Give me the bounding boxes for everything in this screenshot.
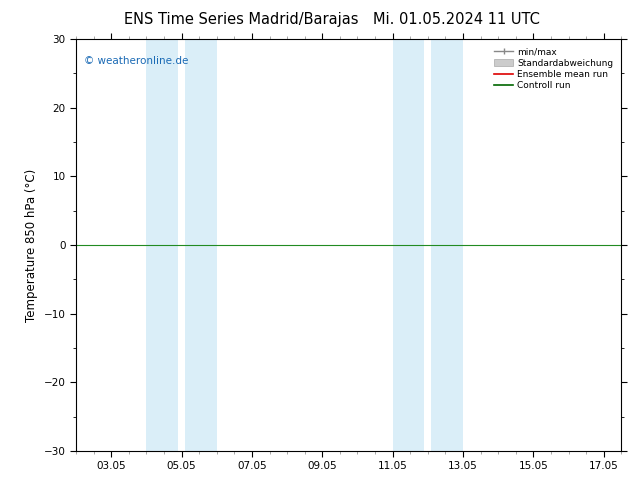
Text: Mi. 01.05.2024 11 UTC: Mi. 01.05.2024 11 UTC: [373, 12, 540, 27]
Legend: min/max, Standardabweichung, Ensemble mean run, Controll run: min/max, Standardabweichung, Ensemble me…: [490, 44, 617, 94]
Text: © weatheronline.de: © weatheronline.de: [84, 56, 189, 66]
Y-axis label: Temperature 850 hPa (°C): Temperature 850 hPa (°C): [25, 169, 38, 321]
Text: ENS Time Series Madrid/Barajas: ENS Time Series Madrid/Barajas: [124, 12, 358, 27]
Bar: [392, 39, 424, 451]
Bar: [431, 39, 463, 451]
Bar: [146, 39, 178, 451]
Bar: [185, 39, 217, 451]
